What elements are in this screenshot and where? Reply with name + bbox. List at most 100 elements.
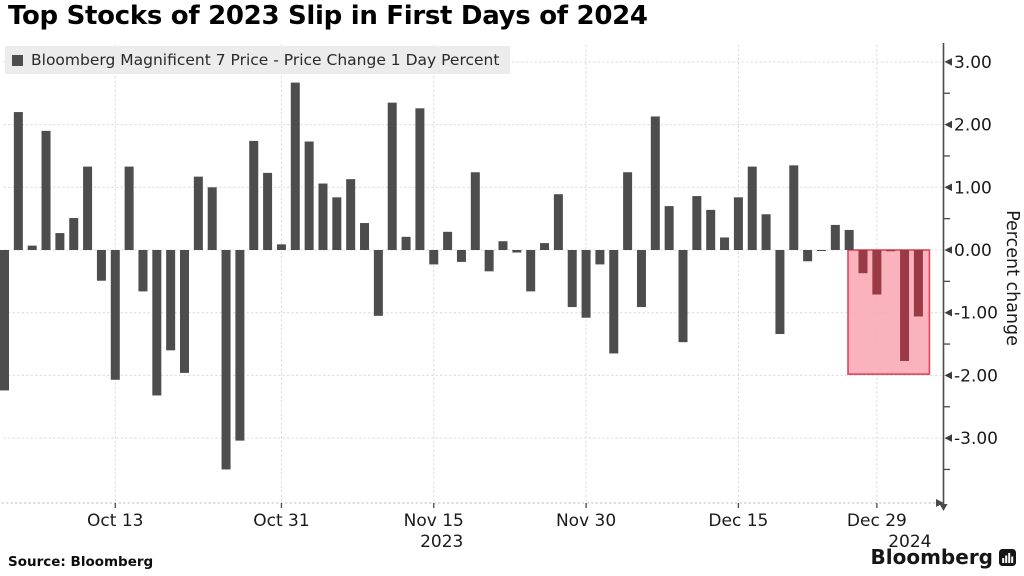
bar <box>332 197 342 250</box>
bar <box>747 166 757 250</box>
bar <box>110 250 120 380</box>
x-tick-label: Dec 15 <box>708 511 768 531</box>
bar <box>553 194 563 250</box>
bloomberg-terminal-icon <box>999 548 1016 566</box>
bar <box>55 233 65 250</box>
source-note: Source: Bloomberg <box>8 554 154 570</box>
bar <box>595 250 605 265</box>
bar <box>678 250 688 343</box>
y-axis-title: Percent change <box>1002 210 1022 346</box>
bar-highlighted <box>913 250 923 317</box>
bar <box>276 244 286 250</box>
bar <box>138 250 148 292</box>
bar <box>180 250 190 373</box>
y-tick-marker-icon <box>944 246 952 254</box>
bar <box>443 231 453 250</box>
bar <box>207 187 217 250</box>
bloomberg-logo-text: Bloomberg <box>870 545 993 569</box>
bar <box>387 102 397 250</box>
y-tick-label: -3.00 <box>954 429 998 449</box>
bar <box>664 206 674 250</box>
y-tick-label: 2.00 <box>954 116 992 136</box>
y-tick-marker-icon <box>944 434 952 442</box>
bar <box>152 250 162 396</box>
bar <box>360 223 370 250</box>
bar <box>706 209 716 250</box>
bar <box>27 245 37 250</box>
legend-swatch-icon <box>12 54 23 66</box>
bar <box>249 140 259 250</box>
bar <box>830 224 840 250</box>
bar <box>83 166 93 250</box>
bar <box>733 197 743 250</box>
bar <box>304 141 314 250</box>
bar <box>498 241 508 250</box>
bar-highlighted <box>900 250 910 361</box>
x-tick-label: Nov 15 <box>404 511 464 531</box>
bar <box>803 250 813 262</box>
bar <box>567 250 577 308</box>
bar <box>789 165 799 250</box>
bar <box>581 250 591 318</box>
bar <box>124 166 134 250</box>
bar <box>290 82 300 250</box>
y-tick-label: -2.00 <box>954 366 998 386</box>
y-tick-marker-icon <box>944 371 952 380</box>
bar <box>484 250 494 272</box>
bar <box>41 130 51 250</box>
y-tick-label: 1.00 <box>954 178 992 198</box>
bar <box>13 112 23 250</box>
bar <box>193 176 203 250</box>
bar <box>470 172 480 250</box>
bar <box>235 250 245 441</box>
x-tick-label: Nov 30 <box>556 511 616 531</box>
bar <box>636 250 646 308</box>
bar <box>609 250 619 354</box>
bar <box>69 218 79 250</box>
bar <box>429 250 439 265</box>
y-axis-arrow-icon <box>939 504 948 511</box>
bar-highlighted <box>858 250 868 274</box>
x-axis-arrow-icon <box>936 499 944 507</box>
y-tick-label: 3.00 <box>954 53 992 73</box>
bar <box>540 243 550 250</box>
bar-highlighted <box>872 250 882 295</box>
bar <box>512 250 522 253</box>
bar <box>96 250 106 281</box>
y-tick-marker-icon <box>944 183 952 192</box>
x-tick-label: Oct 31 <box>253 511 309 531</box>
y-tick-label: 0.00 <box>954 241 992 261</box>
legend-label: Bloomberg Magnificent 7 Price - Price Ch… <box>31 51 500 69</box>
bar <box>318 183 328 250</box>
bar <box>415 108 425 250</box>
bar <box>166 250 176 351</box>
x-tick-label: Dec 29 <box>847 511 907 531</box>
bar <box>346 179 356 250</box>
bar <box>263 172 273 250</box>
bar <box>221 250 231 470</box>
bar <box>761 214 771 250</box>
bar <box>775 250 785 335</box>
chart-title: Top Stocks of 2023 Slip in First Days of… <box>8 1 648 31</box>
bar <box>456 250 466 262</box>
bar <box>692 196 702 250</box>
bar <box>844 229 854 250</box>
y-tick-label: -1.00 <box>954 304 998 324</box>
legend: Bloomberg Magnificent 7 Price - Price Ch… <box>5 46 511 74</box>
bar <box>373 250 383 316</box>
y-tick-marker-icon <box>944 58 952 66</box>
bar-highlighted <box>886 250 896 252</box>
bar <box>650 116 660 250</box>
x-tick-label: Oct 13 <box>87 511 143 531</box>
x-year-label: 2023 <box>420 532 463 552</box>
bar <box>526 250 536 292</box>
y-tick-marker-icon <box>944 308 952 317</box>
bar <box>623 172 633 250</box>
bar <box>720 237 730 250</box>
bloomberg-logo: Bloomberg <box>871 545 1016 569</box>
bar <box>0 250 9 391</box>
x-year-label: 2024 <box>888 532 931 552</box>
y-tick-marker-icon <box>944 120 952 129</box>
bar <box>816 250 826 251</box>
